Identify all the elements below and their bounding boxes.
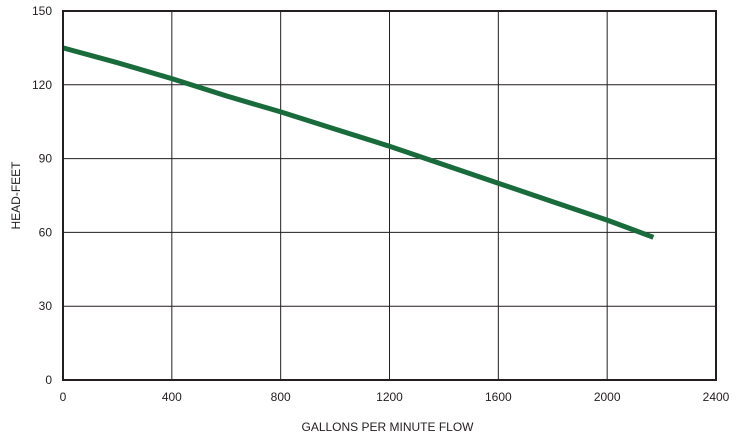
x-tick-label: 2400 (703, 390, 730, 404)
y-tick-label: 90 (39, 152, 53, 166)
x-tick-label: 1200 (376, 390, 403, 404)
x-tick-label: 800 (271, 390, 291, 404)
x-tick-label: 1600 (485, 390, 512, 404)
y-tick-label: 30 (39, 299, 53, 313)
x-axis-title: GALLONS PER MINUTE FLOW (301, 420, 474, 434)
x-tick-label: 400 (162, 390, 182, 404)
y-tick-label: 0 (45, 373, 52, 387)
y-tick-label: 150 (32, 4, 52, 18)
x-axis-ticks: 0 400 800 1200 1600 2000 2400 (60, 390, 730, 404)
series-layer (62, 45, 655, 240)
y-axis-title: HEAD-FEET (9, 161, 23, 230)
y-axis-ticks: 0 30 60 90 120 150 (32, 4, 52, 387)
x-tick-label: 0 (60, 390, 67, 404)
y-tick-label: 60 (39, 225, 53, 239)
grid-lines (63, 11, 716, 380)
series-line (62, 45, 655, 240)
plot-frame (62, 10, 717, 381)
y-tick-label: 120 (32, 78, 52, 92)
x-tick-label: 2000 (594, 390, 621, 404)
